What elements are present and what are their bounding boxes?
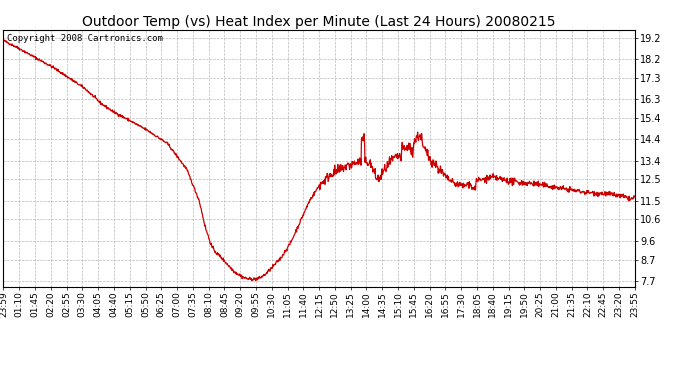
Title: Outdoor Temp (vs) Heat Index per Minute (Last 24 Hours) 20080215: Outdoor Temp (vs) Heat Index per Minute … xyxy=(82,15,556,29)
Text: Copyright 2008 Cartronics.com: Copyright 2008 Cartronics.com xyxy=(7,34,162,43)
